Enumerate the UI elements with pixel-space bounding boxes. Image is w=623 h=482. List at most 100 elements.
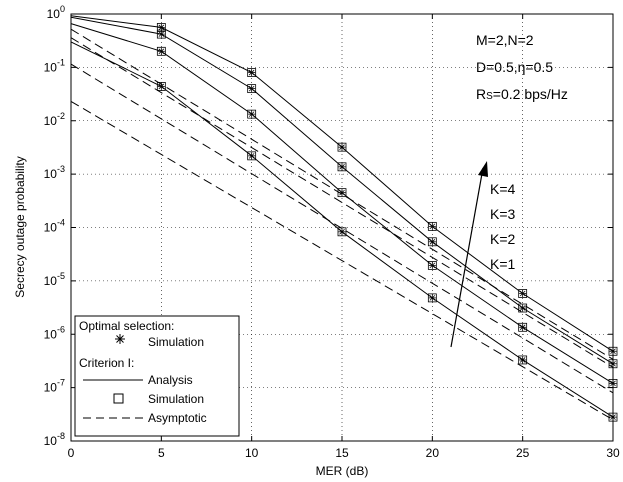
asterisk-stroke	[158, 83, 165, 90]
legend: Optimal selection: Simulation Criterion …	[74, 315, 240, 437]
simulation-marker-k3	[518, 303, 528, 313]
asterisk-stroke	[519, 290, 526, 297]
simulation-marker-k2	[247, 109, 257, 119]
y-tick-label: 10-4	[44, 218, 65, 235]
legend-asymptotic: Asymptotic	[148, 411, 207, 425]
asterisk-stroke	[158, 24, 165, 31]
arrow-shaft	[450, 167, 484, 348]
simulation-marker-k3	[427, 237, 437, 247]
tick-marks: 0 5 10 15 20 25 30 100 10-1 10-2 10-3 10-4 10-5 10-6 1…	[44, 4, 620, 460]
asterisk-stroke	[429, 239, 436, 245]
asterisk-stroke	[339, 144, 345, 150]
x-tick-label: 5	[158, 446, 165, 460]
k-label-3: K=3	[490, 206, 516, 222]
square-marker	[427, 237, 437, 247]
square-marker	[518, 303, 528, 313]
square-marker	[337, 142, 347, 152]
legend-analysis: Analysis	[148, 373, 193, 387]
asterisk-stroke	[158, 48, 165, 55]
legend-header-criterion: Criterion I:	[79, 356, 134, 370]
simulation-marker-k2	[156, 46, 166, 56]
square-marker	[247, 68, 257, 77]
y-tick-label: 10-8	[44, 431, 65, 448]
rate-suffix: =0.2 bps/Hz	[493, 86, 568, 102]
square-marker	[337, 227, 347, 237]
square-marker	[247, 84, 257, 94]
y-tick-label: 10-6	[44, 324, 65, 341]
square-marker	[427, 293, 437, 303]
k-label-2: K=2	[490, 231, 516, 247]
k-label-4: K=4	[490, 181, 516, 197]
simulation-marker-k3	[337, 162, 347, 172]
k-labels: K=4 K=3 K=2 K=1	[490, 181, 516, 272]
increasing-k-arrow	[450, 161, 488, 348]
asterisk-stroke	[158, 31, 165, 37]
series-k1	[70, 41, 618, 422]
asterisk-stroke	[248, 153, 255, 159]
asterisk-stroke	[248, 85, 255, 92]
square-marker	[427, 221, 437, 231]
y-axis-title: Secrecy outage probability	[13, 156, 27, 297]
y-tick-label: 10-3	[44, 164, 65, 181]
square-marker	[427, 260, 437, 270]
asterisk-stroke	[519, 357, 526, 363]
y-tick-label: 10-2	[44, 111, 65, 128]
legend-criterion-simulation: Simulation	[148, 392, 204, 406]
asymptotic-line-k3	[70, 37, 614, 368]
simulation-marker-k4	[337, 142, 347, 152]
square-marker	[337, 162, 347, 172]
square-marker	[156, 29, 166, 39]
asterisk-stroke	[248, 111, 255, 117]
square-marker	[337, 188, 347, 198]
rate-prefix: R	[476, 86, 486, 102]
simulation-marker-k2	[518, 322, 528, 332]
asterisk-stroke	[339, 164, 345, 170]
simulation-marker-k4	[247, 68, 257, 77]
legend-box	[74, 315, 240, 437]
simulation-marker-k4	[518, 289, 528, 298]
asterisk-stroke	[339, 189, 345, 196]
arrowhead-icon	[478, 161, 488, 177]
x-axis-title: MER (dB)	[316, 464, 369, 478]
asterisk-stroke	[248, 69, 255, 76]
square-marker	[518, 322, 528, 332]
square-marker	[156, 46, 166, 56]
square-marker	[518, 355, 528, 365]
rate-annotation: RS=0.2 bps/Hz	[476, 86, 568, 102]
y-tick-label: 10-5	[44, 271, 65, 288]
asymptotic-line-k1	[70, 100, 614, 421]
x-tick-label: 15	[335, 446, 349, 460]
square-marker	[247, 109, 257, 119]
simulation-marker-k3	[247, 84, 257, 94]
asterisk-marker-icon	[115, 334, 125, 344]
square-marker	[247, 151, 257, 161]
simulation-marker-k4	[427, 221, 437, 231]
parameter-annotations: M=2,N=2 D=0.5,η=0.5 RS=0.2 bps/Hz	[476, 32, 568, 102]
asterisk-stroke	[339, 229, 345, 235]
x-tick-label: 25	[516, 446, 530, 460]
series-layer	[70, 15, 618, 422]
simulation-marker-k3	[156, 29, 166, 39]
series-k3	[70, 16, 618, 369]
square-marker-icon	[113, 393, 124, 404]
asterisk-stroke	[429, 262, 436, 269]
param-annotation-d-eta: D=0.5,η=0.5	[476, 59, 553, 75]
x-tick-label: 30	[606, 446, 620, 460]
simulation-marker-k1	[156, 82, 166, 91]
simulation-marker-k1	[518, 355, 528, 365]
legend-header-optimal: Optimal selection:	[79, 319, 174, 333]
rate-subscript: S	[486, 91, 493, 102]
y-tick-label: 10-1	[44, 57, 65, 74]
asterisk-stroke	[429, 223, 436, 230]
legend-optimal-simulation: Simulation	[148, 335, 204, 349]
asterisk-stroke	[519, 324, 526, 331]
k-label-1: K=1	[490, 256, 516, 272]
x-tick-label: 20	[426, 446, 440, 460]
simulation-marker-k1	[337, 227, 347, 237]
x-tick-label: 10	[245, 446, 259, 460]
x-tick-label: 0	[68, 446, 75, 460]
square-marker	[518, 289, 528, 298]
y-tick-label: 10-7	[44, 378, 65, 395]
param-annotation-mn: M=2,N=2	[476, 32, 534, 48]
